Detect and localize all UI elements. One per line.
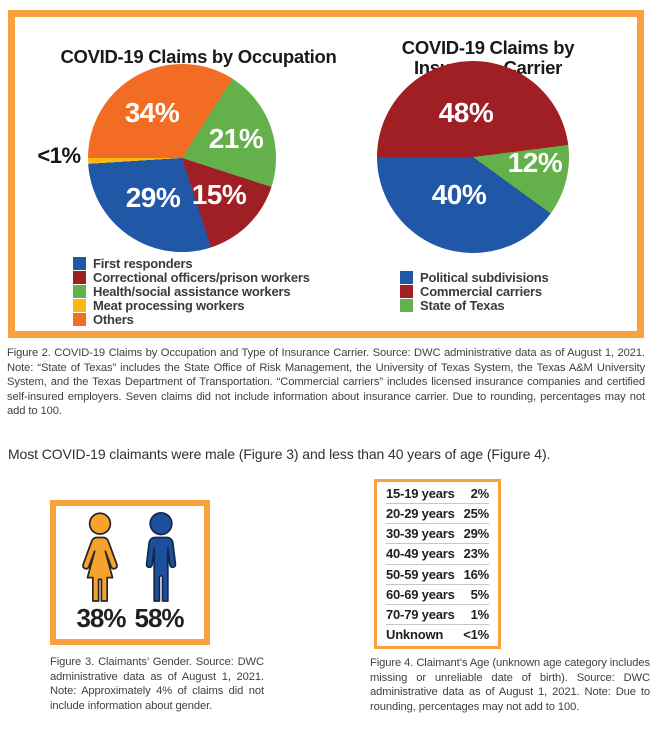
table-row: 70-79 years 1% — [386, 605, 489, 625]
female-icon-shape — [81, 512, 118, 602]
table-row: 50-59 years 16% — [386, 565, 489, 585]
age-range: 60-69 years — [386, 586, 455, 602]
age-range: 40-49 years — [386, 546, 455, 562]
occupation-slice-label-others: 34% — [124, 97, 180, 128]
age-percentage: 16% — [463, 566, 490, 582]
age-percentage: 5% — [470, 586, 490, 602]
legend-label: Meat processing workers — [93, 297, 245, 313]
female-icon — [81, 512, 118, 602]
legend-label: Correctional officers/prison workers — [93, 269, 310, 285]
male-icon-shape — [145, 512, 176, 602]
table-row: Unknown <1% — [386, 625, 489, 644]
gender-icons — [74, 512, 187, 607]
age-percentage: 1% — [470, 606, 490, 622]
insurance-pie-chart — [377, 61, 569, 253]
legend-swatch-orange — [73, 312, 86, 326]
legend-swatch-yellow — [73, 298, 86, 312]
gender-percentages: 38% 58% — [76, 603, 185, 634]
legend-swatch-green — [400, 298, 413, 312]
figure3-caption: Figure 3. Claimants’ Gender. Source: DWC… — [50, 656, 264, 712]
occupation-slice-label-meat-processing: <1% — [37, 143, 81, 168]
legend-swatch-blue — [400, 270, 413, 284]
table-row: 30-39 years 29% — [386, 524, 490, 545]
legend-swatch-dark-red — [400, 284, 413, 298]
age-percentage: 23% — [463, 546, 490, 562]
figure4-age-table: 15-19 years 2% 20-29 years 25% 30-39 yea… — [374, 479, 501, 649]
occupation-slice-label-health: 21% — [208, 123, 264, 154]
age-percentage: 29% — [463, 526, 490, 542]
age-percentage: 2% — [470, 486, 490, 502]
occupation-slice-label-first-responders: 29% — [125, 182, 181, 213]
legend-label: Commercial carriers — [420, 283, 542, 299]
insurance-slice-label-commercial: 48% — [438, 97, 494, 128]
age-percentage: <1% — [463, 626, 489, 642]
legend-item: Others — [73, 311, 310, 327]
body-paragraph: Most COVID-19 claimants were male (Figur… — [8, 446, 551, 462]
table-row: 40-49 years 23% — [386, 544, 490, 565]
figure4-caption: Figure 4. Claimant’s Age (unknown age ca… — [370, 657, 650, 713]
legend-swatch-green — [73, 284, 86, 298]
female-percentage: 38% — [76, 603, 126, 633]
insurance-slice-label-political: 40% — [431, 179, 487, 210]
occupation-legend: First responders Correctional officers/p… — [73, 255, 310, 327]
legend-swatch-blue — [73, 256, 86, 270]
age-range: 50-59 years — [386, 566, 455, 582]
legend-item: Correctional officers/prison workers — [73, 269, 310, 285]
table-row: 20-29 years 25% — [386, 504, 490, 525]
legend-item: State of Texas — [400, 297, 549, 313]
occupation-slice-label-correctional: 15% — [191, 179, 247, 210]
occupation-chart-title: COVID-19 Claims by Occupation — [60, 46, 337, 67]
age-range: 15-19 years — [386, 486, 455, 502]
age-range: 20-29 years — [386, 506, 455, 522]
legend-item: Health/social assistance workers — [73, 283, 310, 299]
male-icon — [145, 512, 176, 602]
legend-item: Commercial carriers — [400, 283, 549, 299]
occupation-pie-chart — [88, 64, 276, 252]
legend-label: State of Texas — [420, 297, 505, 313]
table-row: 60-69 years 5% — [386, 585, 489, 605]
table-row: 15-19 years 2% — [386, 484, 490, 505]
age-percentage: 25% — [463, 506, 490, 522]
legend-label: Political subdivisions — [420, 269, 549, 285]
legend-item: First responders — [73, 255, 310, 271]
legend-item: Meat processing workers — [73, 297, 310, 313]
age-range: 70-79 years — [386, 606, 455, 622]
legend-label: First responders — [93, 255, 193, 271]
legend-item: Political subdivisions — [400, 269, 549, 285]
legend-swatch-dark-red — [73, 270, 86, 284]
male-percentage: 58% — [134, 603, 185, 633]
age-range: 30-39 years — [386, 526, 455, 542]
figure3-frame: 38% 58% — [50, 500, 210, 645]
insurance-slice-label-state: 12% — [507, 147, 563, 178]
insurance-legend: Political subdivisions Commercial carrie… — [400, 269, 549, 313]
insurance-chart-title-line1: COVID-19 Claims by — [401, 37, 575, 58]
age-range: Unknown — [386, 626, 444, 642]
legend-label: Others — [93, 311, 134, 327]
figure2-caption: Figure 2. COVID-19 Claims by Occupation … — [7, 347, 645, 417]
legend-label: Health/social assistance workers — [93, 283, 291, 299]
